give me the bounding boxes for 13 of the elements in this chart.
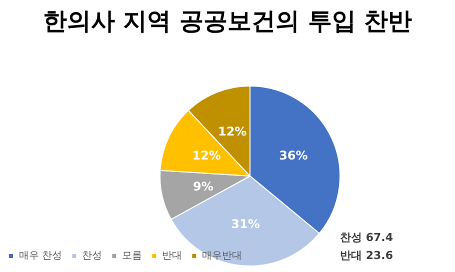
data-label: 31% [231,216,260,231]
text: 찬성 67.4 [340,231,394,244]
chart-title: 한의사 지역 공공보건의 투입 찬반 [42,7,412,35]
legend-label: 모름 [122,250,142,262]
data-label: 36% [279,148,308,163]
text: 반대 23.6 [340,249,394,262]
data-label: 9% [192,179,214,194]
legend-label: 찬성 [82,250,102,262]
data-label: 12% [218,124,247,138]
data-label: 12% [192,148,221,163]
legend-label: 매우반대 [202,250,242,262]
legend-label: 매우 찬성 [19,250,62,262]
legend-label: 반대 [162,250,182,262]
